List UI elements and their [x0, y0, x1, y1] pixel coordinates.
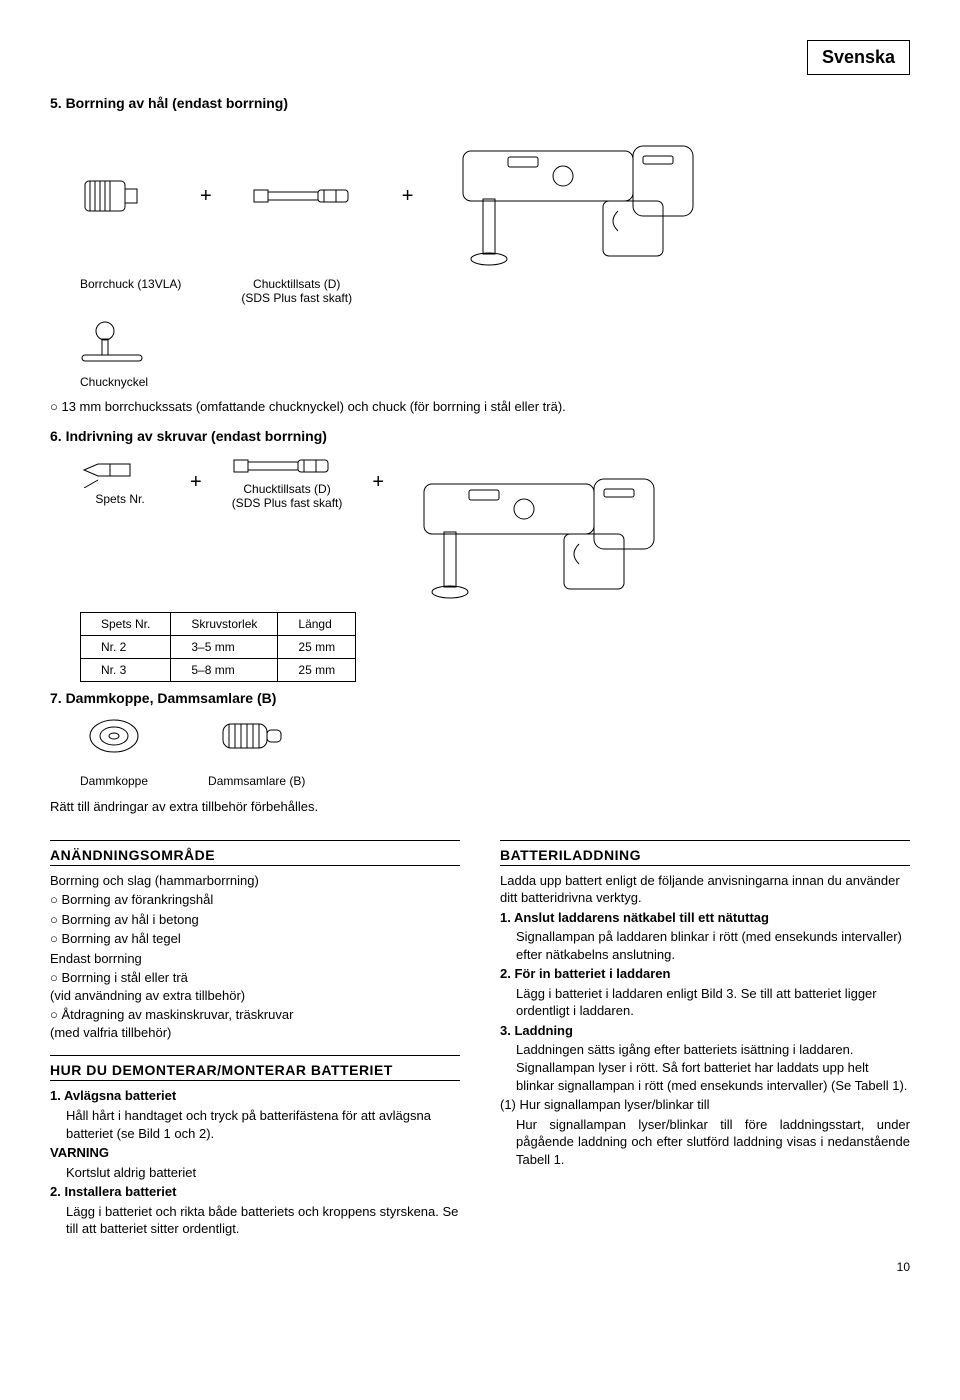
charging-heading: BATTERILADDNING [500, 847, 910, 863]
cup-label: Dammkoppe [80, 774, 148, 788]
th-2: Längd [278, 613, 356, 636]
th-1: Skruvstorlek [171, 613, 278, 636]
plus-icon: + [402, 185, 414, 208]
list-item: Borrning i stål eller trä (vid användnin… [50, 969, 460, 1004]
language-label: Svenska [822, 47, 895, 67]
adapter-bit-icon [252, 184, 362, 208]
table-row: Nr. 3 5–8 mm 25 mm [81, 659, 356, 682]
p1-body: Hur signallampan lyser/blinkar till före… [516, 1116, 910, 1169]
section7-title: 7. Dammkoppe, Dammsamlare (B) [50, 690, 910, 706]
section5-title: 5. Borrning av hål (endast borrning) [50, 95, 910, 111]
adapter-label-6: Chucktillsats (D) (SDS Plus fast skaft) [232, 482, 343, 510]
section5-note: 13 mm borrchuckssats (omfattande chuckny… [50, 399, 910, 414]
usage-mid: Endast borrning [50, 950, 460, 968]
list-item: Borrning av förankringshål [50, 891, 460, 909]
screw-table: Spets Nr. Skruvstorlek Längd Nr. 2 3–5 m… [80, 612, 356, 682]
step1-body: Håll hårt i handtaget och tryck på batte… [66, 1107, 460, 1142]
drill-icon [453, 121, 713, 271]
adapter-label: Chucktillsats (D) (SDS Plus fast skaft) [241, 277, 352, 305]
s2-body: Lägg i batteriet i laddaren enligt Bild … [516, 985, 910, 1020]
list-item: Borrning av hål i betong [50, 911, 460, 929]
collector-label: Dammsamlare (B) [208, 774, 305, 788]
table-row: Nr. 2 3–5 mm 25 mm [81, 636, 356, 659]
table-row: Spets Nr. Skruvstorlek Längd [81, 613, 356, 636]
dust-collector-icon [217, 716, 297, 756]
s3-body: Laddningen sätts igång efter batteriets … [516, 1041, 910, 1094]
list-item: Borrning av hål tegel [50, 930, 460, 948]
p1-title: (1) Hur signallampan lyser/blinkar till [500, 1096, 910, 1114]
screwdriver-tip-icon [80, 458, 160, 488]
usage-intro: Borrning och slag (hammarborrning) [50, 872, 460, 890]
page-number: 10 [50, 1260, 910, 1274]
warn-body: Kortslut aldrig batteriet [66, 1164, 460, 1182]
section6-title: 6. Indrivning av skruvar (endast borrnin… [50, 428, 910, 444]
s1-body: Signallampan på laddaren blinkar i rött … [516, 928, 910, 963]
battery-mount-heading: HUR DU DEMONTERAR/MONTERAR BATTERIET [50, 1062, 460, 1078]
step1-title: 1. Avlägsna batteriet [50, 1087, 460, 1105]
drill-icon [414, 454, 674, 604]
charging-intro: Ladda upp battert enligt de följande anv… [500, 872, 910, 907]
s2-title: 2. För in batteriet i laddaren [500, 965, 910, 983]
dust-cup-icon [84, 716, 144, 756]
plus-icon: + [372, 471, 384, 494]
section7-note: Rätt till ändringar av extra tillbehör f… [50, 798, 910, 816]
adapter-bit-icon [232, 454, 342, 478]
chuck-key-icon [80, 319, 150, 369]
s3-title: 3. Laddning [500, 1022, 910, 1040]
step2-title: 2. Installera batteriet [50, 1183, 460, 1201]
chuck-label: Borrchuck (13VLA) [80, 277, 181, 305]
tip-label: Spets Nr. [95, 492, 144, 506]
usage-heading: ANÄNDNINGSOMRÅDE [50, 847, 460, 863]
s1-title: 1. Anslut laddarens nätkabel till ett nä… [500, 909, 910, 927]
chuck-icon [80, 171, 160, 221]
warn-title: VARNING [50, 1144, 460, 1162]
key-label: Chucknyckel [80, 375, 910, 389]
step2-body: Lägg i batteriet och rikta både batterie… [66, 1203, 460, 1238]
plus-icon: + [190, 471, 202, 494]
list-item: Åtdragning av maskinskruvar, träskruvar … [50, 1006, 460, 1041]
th-0: Spets Nr. [81, 613, 171, 636]
plus-icon: + [200, 185, 212, 208]
language-box: Svenska [807, 40, 910, 75]
